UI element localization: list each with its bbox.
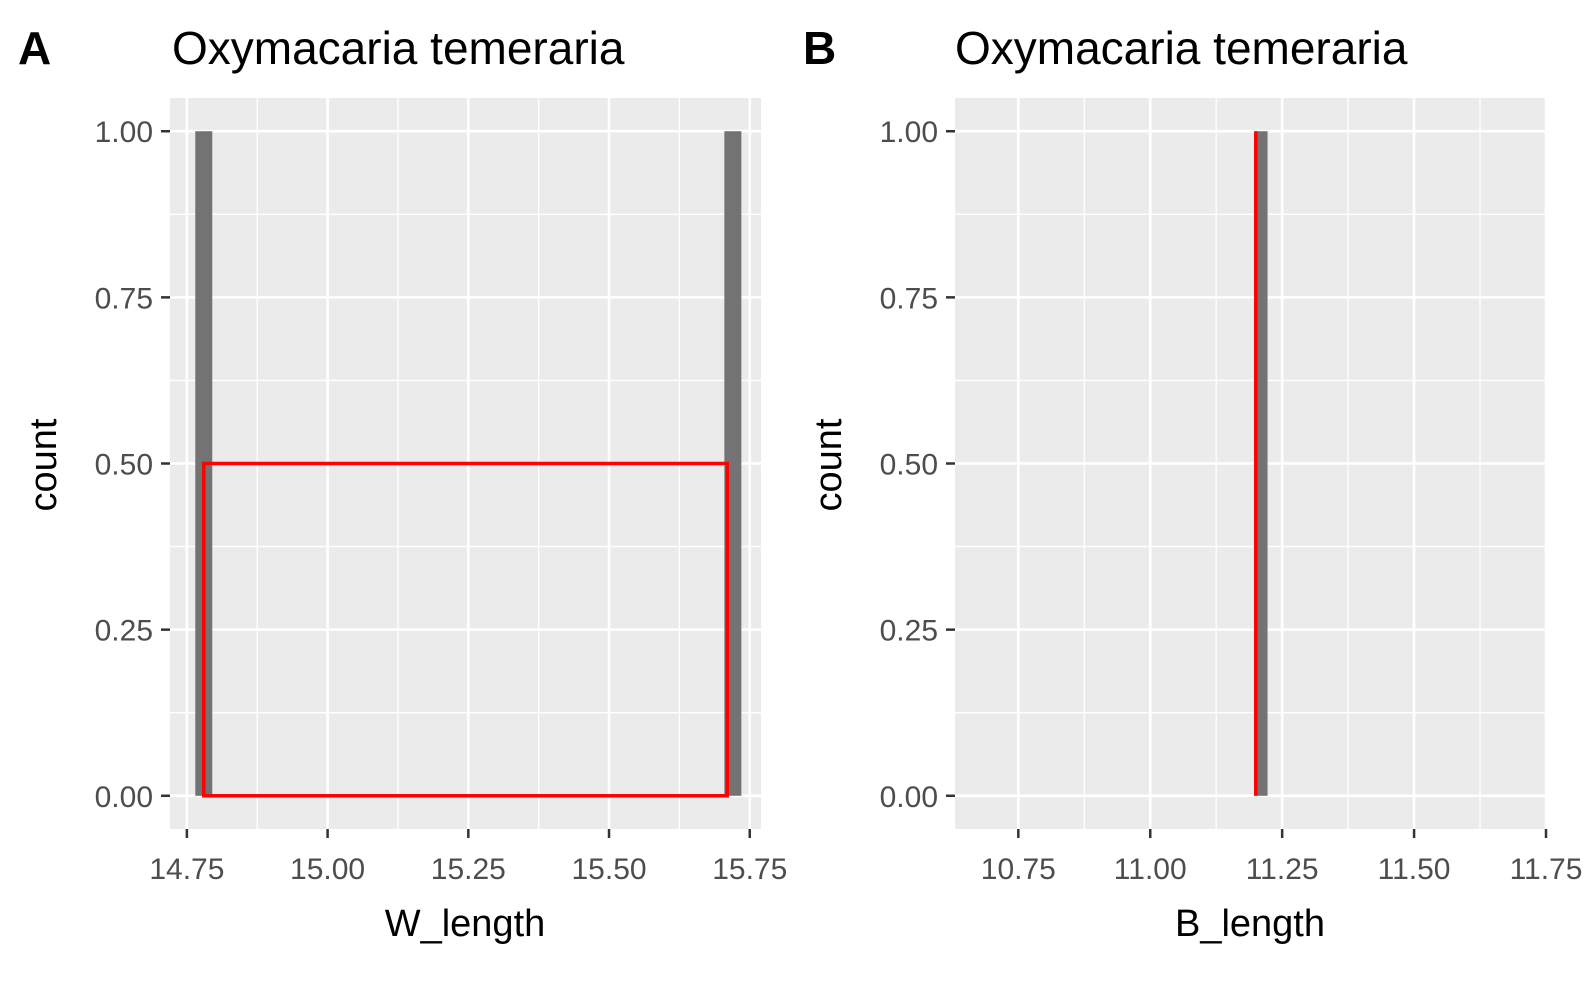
- x-tick-label: 11.50: [1378, 853, 1451, 886]
- x-axis-title: W_length: [385, 903, 546, 945]
- gridlines: [955, 98, 1548, 829]
- x-tick-label: 15.00: [290, 853, 365, 886]
- x-tick-label: 15.25: [431, 853, 506, 886]
- panel-b: B Oxymacaria temeraria 0.00 0.25 0.50 0.75 1…: [803, 22, 1582, 945]
- y-tick-label: 0.25: [95, 615, 153, 648]
- y-tick-label: 0.50: [95, 449, 153, 482]
- y-tick-label: 0.25: [880, 615, 938, 648]
- red-overlay: [202, 461, 729, 798]
- x-tick-label: 15.75: [712, 853, 787, 886]
- y-axis: 0.00 0.25 0.50 0.75 1.00: [880, 116, 955, 814]
- histogram-bars: [1254, 131, 1268, 796]
- y-axis-title: count: [808, 418, 850, 511]
- x-tick-label: 11.00: [1114, 853, 1187, 886]
- x-tick-label: 11.75: [1510, 853, 1583, 886]
- panel-tag: A: [18, 22, 51, 74]
- y-axis-title: count: [23, 418, 65, 511]
- histogram-bar: [1254, 131, 1268, 796]
- chart-title: Oxymacaria temeraria: [955, 22, 1408, 74]
- y-tick-label: 1.00: [880, 116, 938, 149]
- x-axis: 10.75 11.00 11.25 11.50 11.75: [981, 829, 1583, 886]
- y-tick-label: 0.00: [95, 781, 153, 814]
- y-axis: 0.00 0.25 0.50 0.75 1.00: [95, 116, 170, 814]
- x-axis-title: B_length: [1175, 903, 1325, 945]
- x-tick-label: 11.25: [1246, 853, 1319, 886]
- panel-tag: B: [803, 22, 836, 74]
- y-tick-label: 0.00: [880, 781, 938, 814]
- y-tick-label: 1.00: [95, 116, 153, 149]
- x-tick-label: 14.75: [149, 853, 224, 886]
- x-tick-label: 15.50: [571, 853, 646, 886]
- overlay-rectangle: [202, 461, 729, 798]
- panel-a: A Oxymacaria temeraria 0.00 0.25 0.50 0.75 1…: [18, 22, 787, 945]
- y-tick-label: 0.50: [880, 449, 938, 482]
- x-axis: 14.75 15.00 15.25 15.50 15.75: [149, 829, 787, 886]
- y-tick-label: 0.75: [95, 282, 153, 315]
- chart-title: Oxymacaria temeraria: [172, 22, 625, 74]
- x-tick-label: 10.75: [981, 853, 1056, 886]
- y-tick-label: 0.75: [880, 282, 938, 315]
